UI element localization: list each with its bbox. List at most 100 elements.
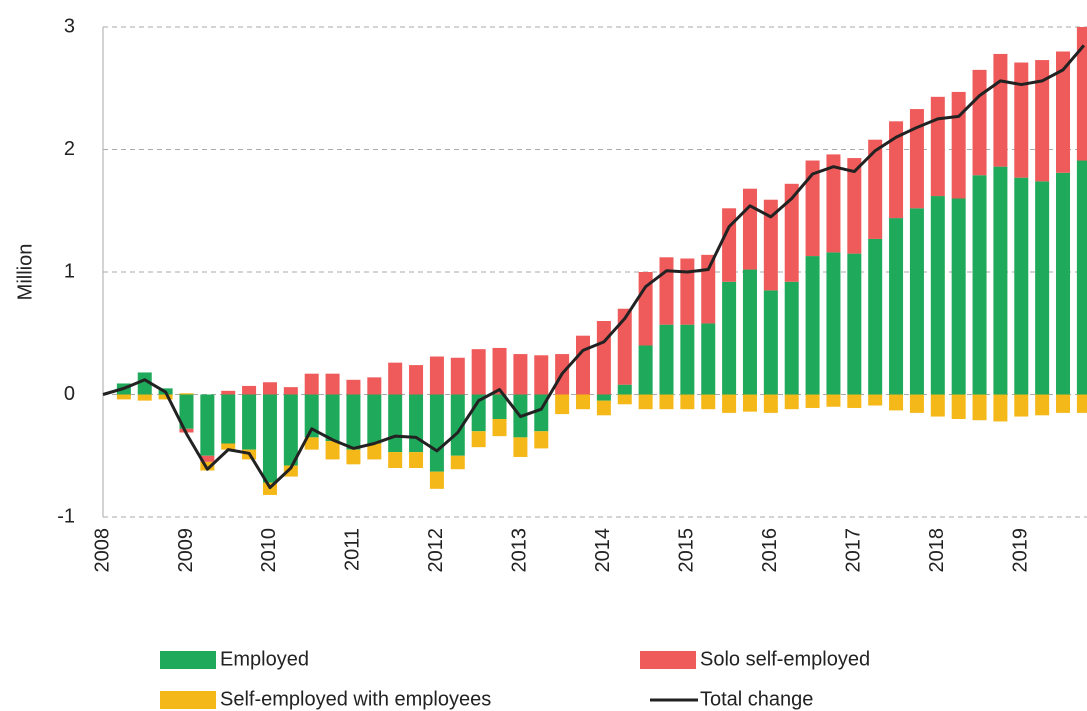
bar [325,394,340,442]
bar [388,452,403,468]
legend-label: Solo self-employed [700,648,870,670]
bar [576,335,591,395]
x-tick-label: 2014 [592,528,614,573]
x-tick-label: 2017 [843,528,865,573]
bar [847,253,862,395]
legend-swatch [640,651,696,669]
bar [283,394,298,466]
bar [1035,60,1050,182]
bar [513,437,528,457]
bar [534,355,549,395]
bar [346,379,361,395]
bar [826,154,841,253]
bar [847,394,862,408]
bar [1035,394,1050,416]
bar [596,321,611,395]
bar [617,384,632,395]
x-tick-label: 2011 [342,528,364,571]
bar [659,394,674,410]
bar [617,308,632,385]
bar [325,373,340,395]
bar [701,323,716,395]
bar [388,362,403,395]
bar [471,349,486,395]
x-tick-label: 2013 [509,528,531,573]
bar [367,394,382,444]
bar [367,377,382,395]
bar [805,394,820,408]
bar [200,461,215,471]
bar [200,455,215,462]
bar [972,69,987,176]
bar [304,373,319,395]
total-line [102,44,1086,490]
bar [242,394,257,450]
bar [283,387,298,395]
bar [722,394,737,413]
bar [137,394,152,401]
bar [930,196,945,395]
bar [262,394,277,483]
x-tick-label: 2016 [759,528,781,573]
bar [638,394,653,410]
bar [930,96,945,197]
bar [742,188,757,270]
bar [283,465,298,477]
bar [993,166,1008,395]
y-tick-label: 0 [64,383,75,405]
bar [492,394,507,419]
bar [701,394,716,410]
bar [596,400,611,416]
bar [221,443,236,450]
bar [450,455,465,470]
bar [722,208,737,282]
bar [1035,181,1050,395]
bar [116,394,131,400]
bar [784,394,799,410]
bar [1014,394,1029,417]
bar [471,431,486,448]
bar [346,449,361,465]
bar [492,347,507,395]
bar [868,394,883,406]
bar [137,372,152,395]
bar [158,394,173,400]
bar [993,53,1008,167]
bar [1056,394,1071,413]
y-tick-label: 3 [64,15,75,37]
y-tick-label: -1 [57,505,75,527]
bar [868,139,883,239]
bar [450,394,465,456]
bar [784,281,799,395]
bar [179,393,194,395]
bar [1014,177,1029,395]
bar [763,394,778,413]
bar [617,394,632,405]
y-axis-label: Million [14,244,36,301]
x-tick-label: 2008 [91,528,113,573]
bar [409,452,424,468]
bar [388,394,403,453]
bar [763,199,778,291]
bar [429,471,444,489]
bar [409,365,424,395]
bar [1014,62,1029,178]
legend-swatch [160,691,216,709]
bar [1076,160,1087,395]
bar [993,394,1008,422]
bar [701,254,716,324]
bar [346,394,361,450]
x-tick-label: 2009 [175,528,197,573]
bar [951,198,966,395]
bar [242,385,257,395]
bar [304,394,319,438]
bar [847,158,862,254]
bar [262,382,277,395]
bar [972,175,987,395]
bar [805,256,820,395]
bar [805,160,820,257]
bar [179,394,194,429]
bar [909,109,924,209]
bar [909,394,924,413]
